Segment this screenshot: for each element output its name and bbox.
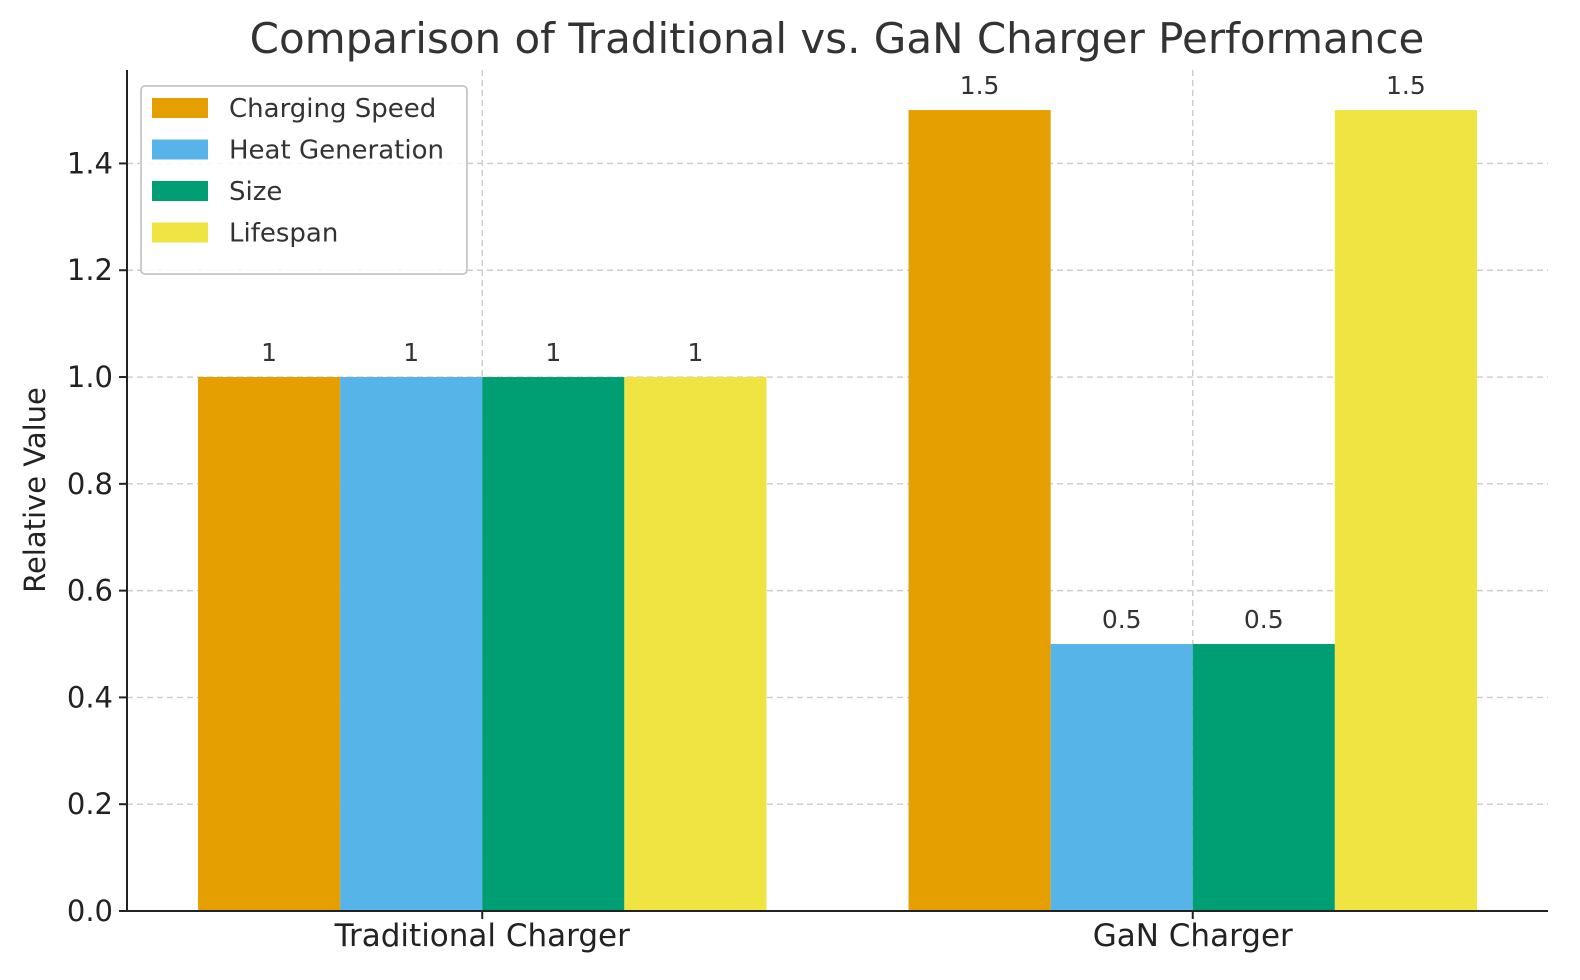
y-tick-label: 0.8: [67, 467, 113, 501]
bar: [1192, 644, 1335, 911]
bar: [482, 377, 625, 911]
bar-value-label: 1.5: [960, 71, 1000, 100]
legend-label: Heat Generation: [229, 136, 444, 166]
data-labels: 1 1.5 1 0.5 1 0.5 1 1.5: [261, 71, 1426, 634]
y-tick-label: 0.2: [67, 787, 113, 821]
legend-swatch: [152, 139, 208, 160]
legend-box: [140, 85, 468, 275]
legend-label: Charging Speed: [229, 94, 436, 124]
bar-value-label: 1.5: [1386, 71, 1426, 100]
y-tick-label: 1.4: [67, 146, 113, 180]
bar-value-label: 1: [545, 338, 561, 367]
bar-value-label: 1: [261, 338, 277, 367]
bar-value-label: 0.5: [1102, 605, 1142, 634]
x-tick-label: Traditional Charger: [334, 918, 630, 954]
legend-label: Size: [229, 177, 282, 207]
bar: [624, 377, 767, 911]
bar: [1050, 644, 1193, 911]
y-tick-label: 0.4: [67, 680, 113, 714]
legend: Charging Speed Heat Generation Size Lifespa…: [140, 85, 468, 275]
bar: [1334, 110, 1477, 912]
legend-swatch: [152, 181, 208, 201]
legend-label: Lifespan: [229, 219, 338, 249]
axes: 0.0 0.2 0.4 0.6 0.8 1.0 1.2 1.4 Traditional Char…: [67, 70, 1548, 954]
chart-title: Comparison of Traditional vs. GaN Charge…: [250, 14, 1425, 63]
y-tick-label: 0.0: [67, 894, 113, 928]
bar-value-label: 1: [403, 338, 419, 367]
bar-value-label: 1: [687, 338, 703, 367]
legend-swatch: [152, 98, 208, 118]
y-tick-label: 1.2: [67, 253, 113, 287]
bar: [908, 110, 1051, 912]
bars: [198, 110, 1477, 912]
bar: [198, 377, 341, 911]
x-tick-label: GaN Charger: [1093, 918, 1293, 954]
y-axis-label: Relative Value: [18, 387, 52, 593]
y-tick-label: 0.6: [67, 574, 113, 608]
legend-swatch: [152, 222, 208, 243]
bar: [340, 377, 483, 911]
bar-value-label: 0.5: [1244, 605, 1284, 634]
y-tick-label: 1.0: [67, 360, 113, 394]
